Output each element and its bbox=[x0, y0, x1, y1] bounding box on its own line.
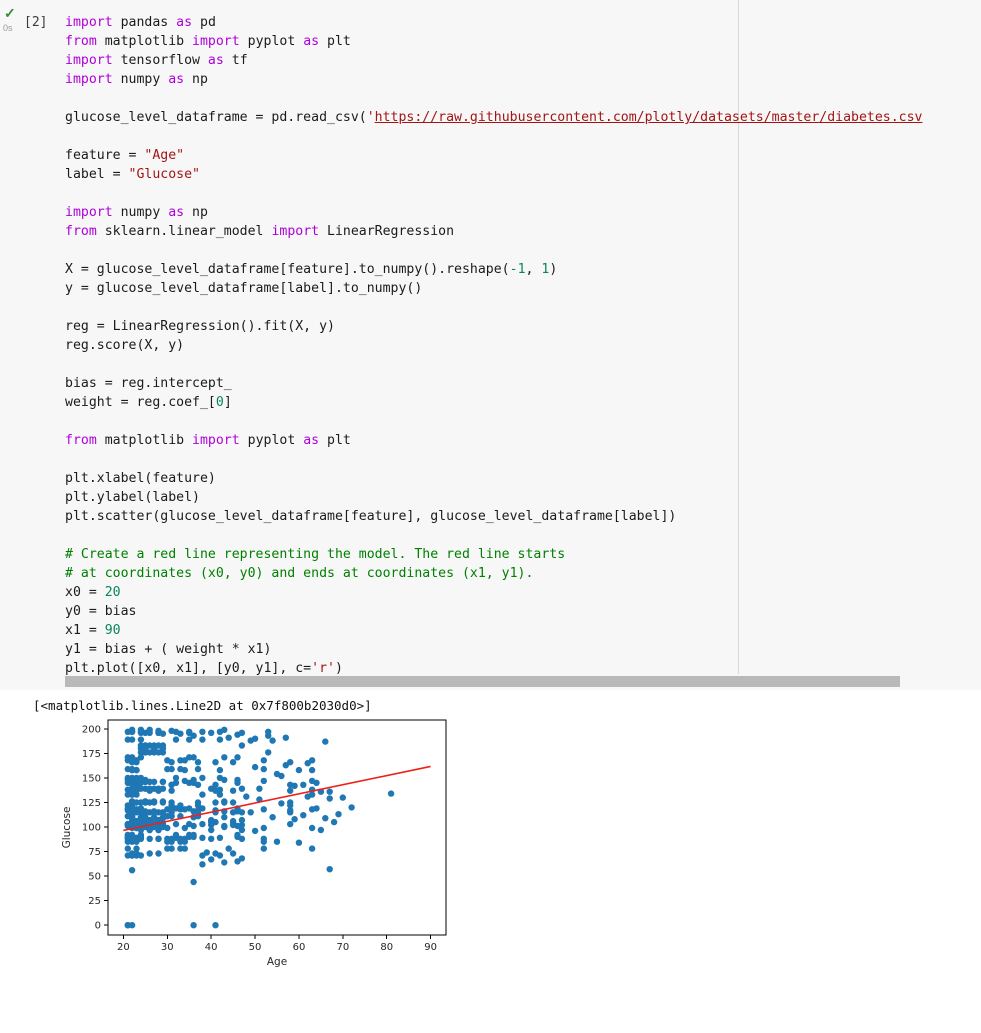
svg-text:90: 90 bbox=[424, 942, 437, 953]
code-line: x0 = 20 bbox=[65, 585, 121, 600]
svg-text:150: 150 bbox=[82, 773, 101, 784]
code-line: X = glucose_level_dataframe[feature].to_… bbox=[65, 262, 558, 277]
code-line: from matplotlib import pyplot as plt bbox=[65, 34, 351, 49]
code-line: feature = "Age" bbox=[65, 148, 185, 163]
code-line: glucose_level_dataframe = pd.read_csv('h… bbox=[65, 110, 923, 125]
svg-text:25: 25 bbox=[88, 896, 101, 907]
code-line: label = "Glucose" bbox=[65, 167, 200, 182]
tick-labels: 20 30 40 50 60 70 80 90 0 25 50 75 100 125 150 175 200 bbox=[82, 724, 437, 953]
code-line: y = glucose_level_dataframe[label].to_nu… bbox=[65, 281, 423, 296]
code-line bbox=[65, 450, 981, 469]
code-line: from sklearn.linear_model import LinearR… bbox=[65, 224, 455, 239]
svg-text:70: 70 bbox=[336, 942, 349, 953]
svg-text:125: 125 bbox=[82, 798, 101, 809]
tick-marks bbox=[104, 728, 432, 939]
code-line: plt.ylabel(label) bbox=[65, 490, 200, 505]
code-cell: ✓ 0s [2] import pandas as pd from matplot… bbox=[3, 0, 981, 687]
code-line: # at coordinates (x0, y0) and ends at co… bbox=[65, 566, 534, 581]
code-line: y1 = bias + ( weight * x1) bbox=[65, 642, 272, 657]
code-line: reg = LinearRegression().fit(X, y) bbox=[65, 319, 335, 334]
code-line bbox=[65, 241, 981, 260]
code-editor[interactable]: import pandas as pd from matplotlib impor… bbox=[65, 13, 981, 678]
code-line: from matplotlib import pyplot as plt bbox=[65, 433, 351, 448]
code-line: plt.scatter(glucose_level_dataframe[feat… bbox=[65, 509, 677, 524]
code-line: import numpy as np bbox=[65, 72, 208, 87]
code-line bbox=[65, 89, 981, 108]
svg-text:0: 0 bbox=[95, 921, 101, 932]
svg-text:200: 200 bbox=[82, 724, 101, 735]
svg-text:60: 60 bbox=[293, 942, 306, 953]
y-axis-label: Glucose bbox=[61, 807, 73, 849]
code-line: reg.score(X, y) bbox=[65, 338, 185, 353]
svg-text:50: 50 bbox=[249, 942, 262, 953]
code-line: weight = reg.coef_[0] bbox=[65, 395, 232, 410]
output-repr-text: [<matplotlib.lines.Line2D at 0x7f800b203… bbox=[33, 698, 372, 713]
svg-text:30: 30 bbox=[161, 942, 174, 953]
code-line bbox=[65, 355, 981, 374]
svg-text:75: 75 bbox=[88, 847, 101, 858]
code-line: plt.xlabel(feature) bbox=[65, 471, 216, 486]
editor-ruler bbox=[738, 0, 739, 674]
cell-success-icon: ✓ bbox=[4, 5, 16, 21]
cell-output: [<matplotlib.lines.Line2D at 0x7f800b203… bbox=[0, 690, 981, 1033]
scatter-plot-figure: 20 30 40 50 60 70 80 90 0 25 50 75 100 125 150 175 200 Ag… bbox=[61, 719, 447, 968]
svg-text:80: 80 bbox=[380, 942, 393, 953]
code-line bbox=[65, 184, 981, 203]
regression-line bbox=[123, 765, 431, 832]
x-axis-label: Age bbox=[267, 956, 287, 968]
svg-text:20: 20 bbox=[117, 942, 130, 953]
code-line: x1 = 90 bbox=[65, 623, 121, 638]
scatter-points bbox=[124, 726, 395, 929]
svg-text:175: 175 bbox=[82, 749, 101, 760]
code-line: plt.plot([x0, x1], [y0, y1], c='r') bbox=[65, 661, 343, 676]
svg-text:40: 40 bbox=[205, 942, 218, 953]
svg-text:100: 100 bbox=[82, 823, 101, 834]
svg-text:50: 50 bbox=[88, 872, 101, 883]
code-line: bias = reg.intercept_ bbox=[65, 376, 232, 391]
code-line bbox=[65, 298, 981, 317]
horizontal-scrollbar-thumb[interactable] bbox=[65, 676, 900, 687]
code-line: y0 = bias bbox=[65, 604, 137, 619]
code-line bbox=[65, 526, 981, 545]
cell-execution-time: 0s bbox=[3, 23, 13, 33]
code-line: import tensorflow as tf bbox=[65, 53, 248, 68]
code-line: # Create a red line representing the mod… bbox=[65, 547, 566, 562]
code-line bbox=[65, 127, 981, 146]
code-line: import pandas as pd bbox=[65, 15, 216, 30]
code-line bbox=[65, 412, 981, 431]
code-line: import numpy as np bbox=[65, 205, 208, 220]
cell-execution-count: [2] bbox=[24, 15, 48, 30]
